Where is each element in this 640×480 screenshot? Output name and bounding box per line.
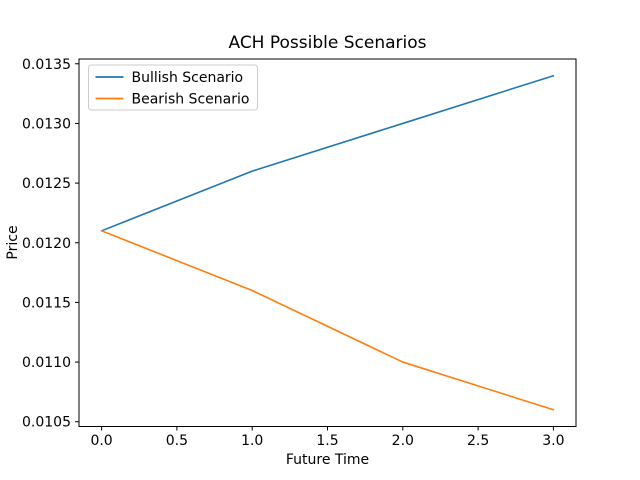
chart-generated-layer: 0.0 0.5 1.0 1.5 2.0 2.5 3.0 0.0105 0.0110 0.0115 0… bbox=[22, 57, 577, 449]
y-tick-label: 0.0120 bbox=[22, 236, 71, 252]
x-tick-label: 2.5 bbox=[467, 433, 489, 449]
x-tick-label: 0.0 bbox=[90, 433, 112, 449]
legend: Bullish Scenario Bearish Scenario bbox=[88, 64, 258, 111]
x-axis-label: Future Time bbox=[286, 452, 369, 468]
x-tick-label: 2.0 bbox=[392, 433, 414, 449]
x-tick-label: 1.5 bbox=[316, 433, 338, 449]
y-tick-label: 0.0105 bbox=[22, 415, 71, 431]
x-tick-label: 3.0 bbox=[542, 433, 564, 449]
legend-label-bearish-scenario: Bearish Scenario bbox=[132, 92, 250, 108]
y-tick-label: 0.0115 bbox=[22, 295, 71, 311]
y-tick-label: 0.0135 bbox=[22, 57, 71, 73]
series-line-bearish-scenario bbox=[100, 230, 555, 411]
chart-title: ACH Possible Scenarios bbox=[228, 33, 426, 53]
legend-box bbox=[88, 64, 258, 111]
x-tick-label: 1.0 bbox=[241, 433, 263, 449]
y-axis-label: Price bbox=[5, 225, 21, 259]
x-tick-label: 0.5 bbox=[166, 433, 188, 449]
y-tick-label: 0.0110 bbox=[22, 355, 71, 371]
y-tick-label: 0.0130 bbox=[22, 116, 71, 132]
legend-label-bullish-scenario: Bullish Scenario bbox=[132, 70, 244, 86]
y-tick-label: 0.0125 bbox=[22, 176, 71, 192]
plot-background bbox=[79, 59, 576, 427]
series-line-bullish-scenario bbox=[100, 74, 555, 232]
